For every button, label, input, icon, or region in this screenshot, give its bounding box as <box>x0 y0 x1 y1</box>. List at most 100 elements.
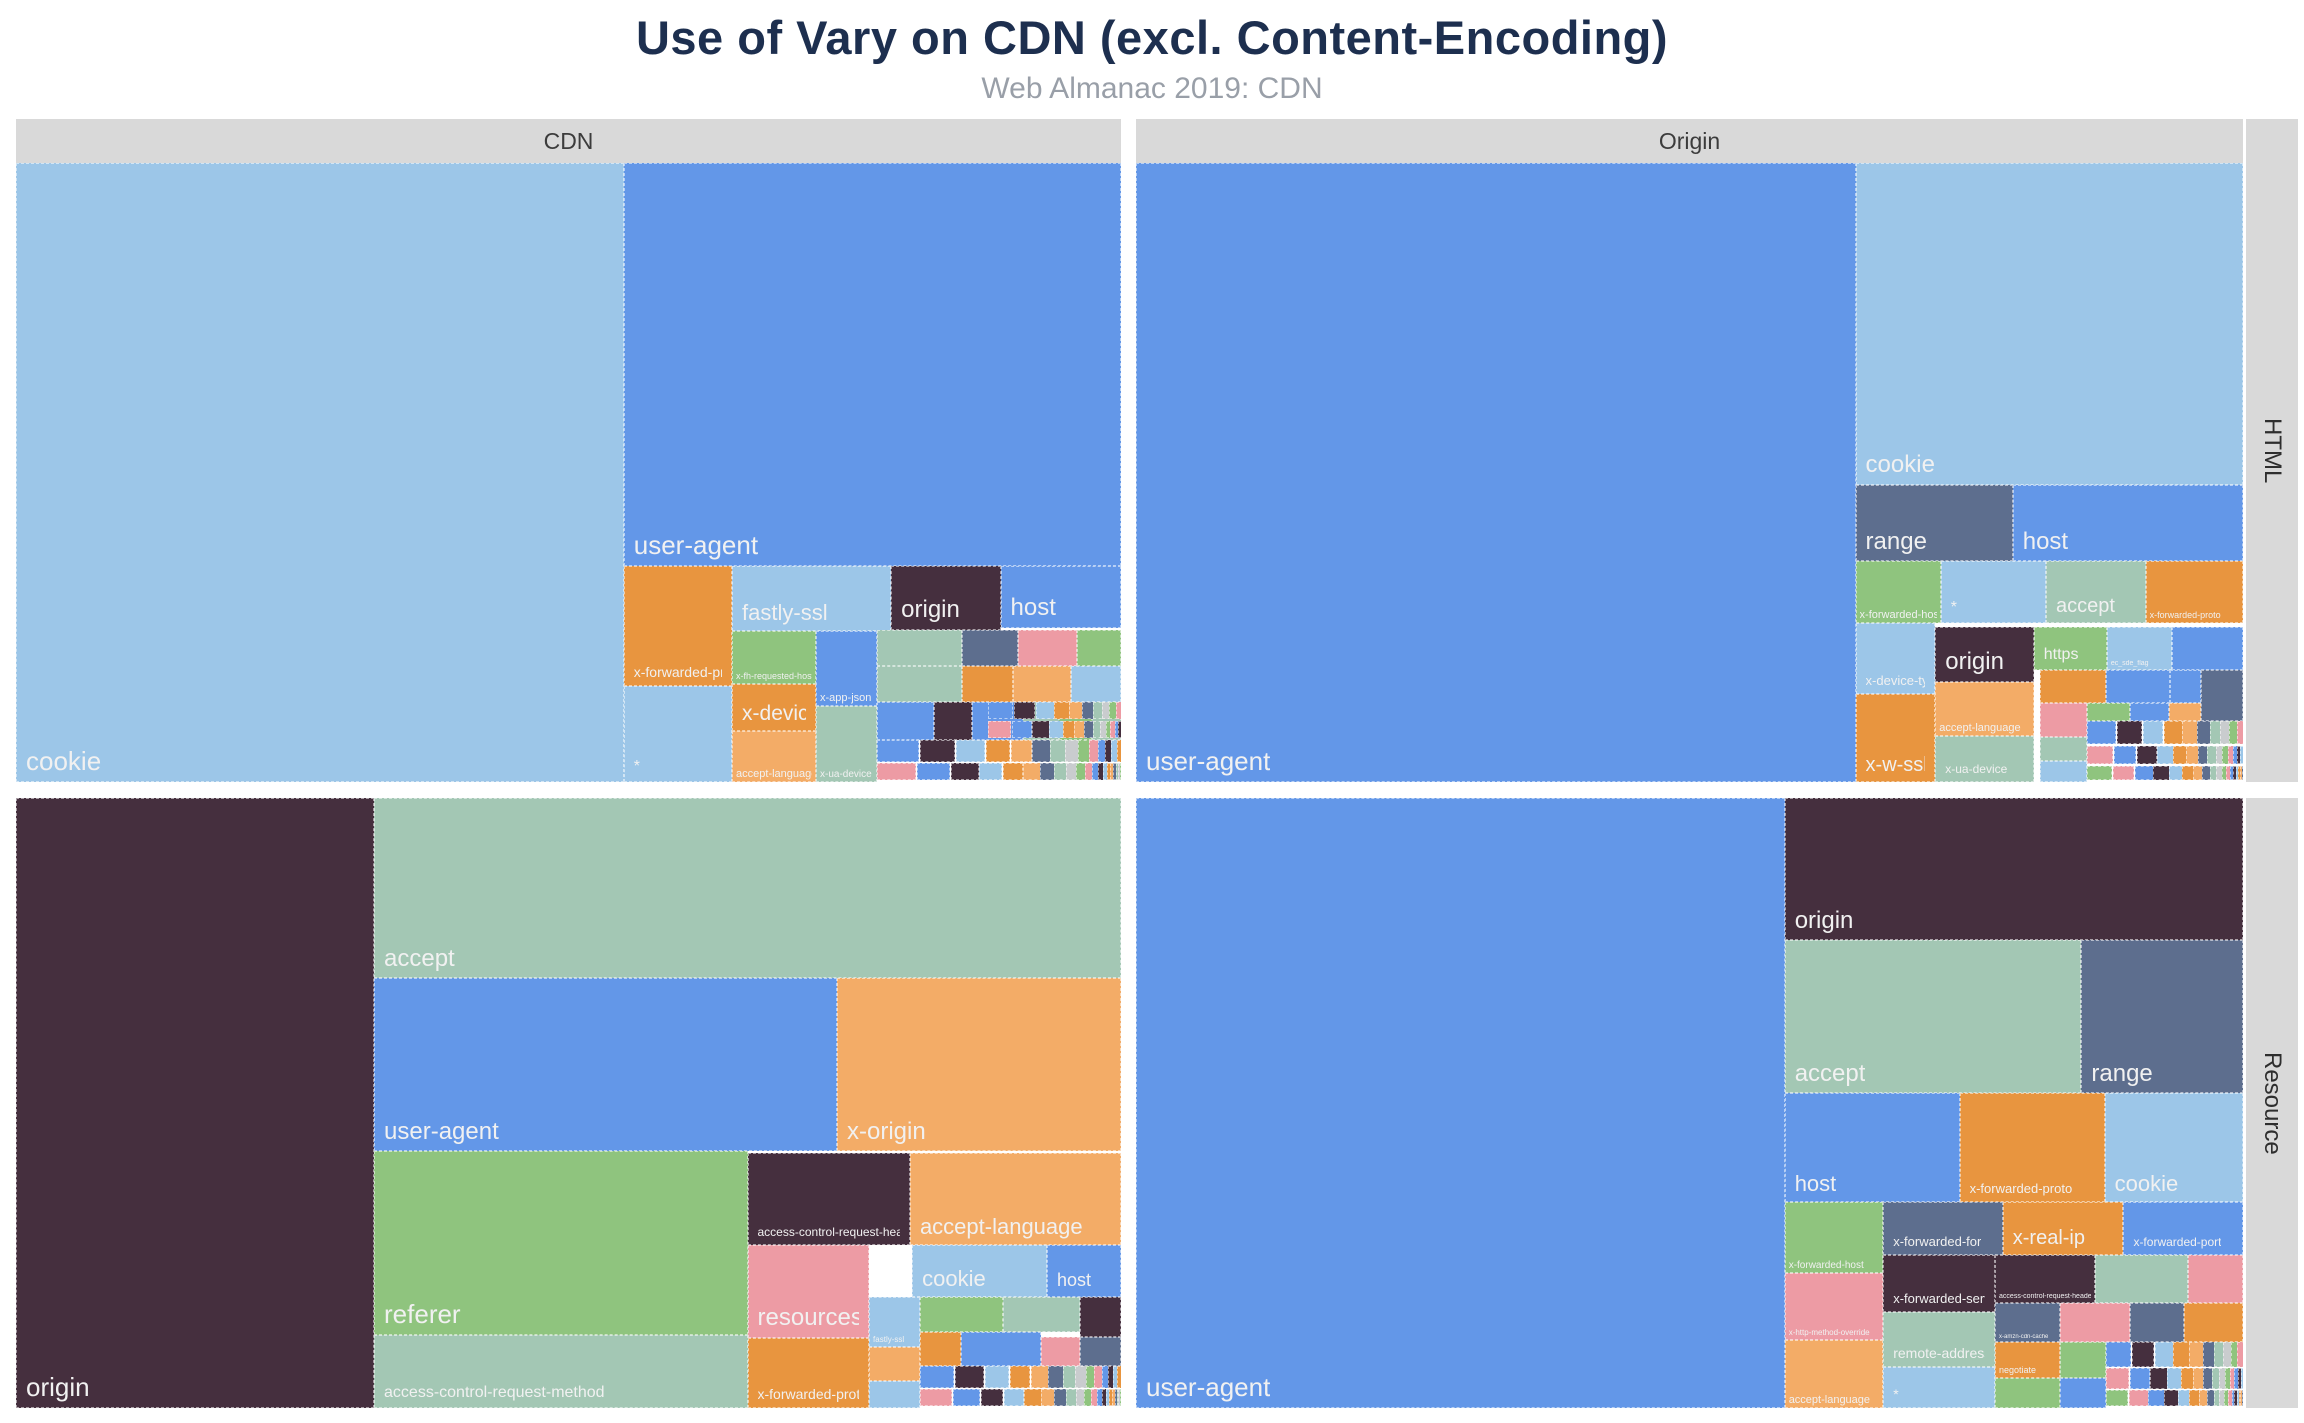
treemap-cell-label: x-forwarded-server <box>1893 1291 1985 1306</box>
treemap-cell-label: user-agent <box>1146 747 1271 776</box>
treemap-cell <box>1050 739 1071 762</box>
treemap-cell <box>919 1389 953 1407</box>
treemap-cell-fastly-ssl: fastly-ssl <box>732 565 892 631</box>
treemap-cell-label: user-agent <box>633 531 759 560</box>
treemap-cell <box>2154 1342 2175 1367</box>
treemap-cell-label: fastly-ssl <box>873 1336 905 1345</box>
treemap-cell <box>1995 1378 2061 1408</box>
treemap-cell <box>2105 1342 2132 1367</box>
facet-column-header-cdn: CDN <box>16 119 1121 163</box>
treemap-cell-x-amzn-cdn-cache: x-amzn-cdn-cache <box>1995 1303 2061 1343</box>
treemap-cell <box>1080 1337 1121 1366</box>
treemap-cell <box>2241 1390 2243 1407</box>
treemap-cell-origin: origin <box>16 798 375 1408</box>
treemap-cell <box>1116 739 1121 762</box>
treemap-cell-label: origin <box>1945 649 2004 676</box>
treemap-cell <box>2060 1303 2131 1343</box>
treemap-cell-origin: origin <box>1784 798 2243 941</box>
treemap-cell <box>953 1389 981 1407</box>
treemap-cell-resources: resources <box>747 1245 870 1338</box>
treemap-cell <box>1119 763 1121 781</box>
treemap-cell-cookie: cookie <box>16 163 624 782</box>
treemap-cell <box>2086 765 2113 781</box>
treemap-cell-origin: origin <box>891 565 1001 630</box>
treemap-cell-accept: accept <box>2045 561 2146 623</box>
treemap-cell-x-app-json: x-app-json <box>816 630 877 707</box>
treemap-cell <box>1035 701 1056 720</box>
treemap-cell <box>2134 765 2155 781</box>
treemap-cell <box>2040 703 2087 737</box>
treemap-cell-origin: origin <box>1935 626 2034 682</box>
treemap-cell-https: https <box>2033 626 2107 670</box>
treemap-cell-label: x-forwarded-proto <box>1969 1181 2073 1196</box>
treemap-cell-accept-language: accept-language <box>1784 1339 1884 1408</box>
treemap-cell <box>1011 739 1032 762</box>
treemap-cell <box>1002 1296 1081 1332</box>
treemap-cell <box>2086 721 2117 745</box>
treemap-cell <box>2040 736 2087 761</box>
treemap-cell <box>2236 745 2243 765</box>
treemap-cell <box>2128 1390 2149 1407</box>
treemap-cell <box>2060 1378 2106 1408</box>
treemap-cell <box>2240 765 2243 781</box>
treemap-cell-x-forwarded-proto: x-forwarded-proto <box>1959 1093 2105 1202</box>
treemap-cell-label: x-forwarded-proto <box>757 1386 860 1402</box>
treemap-cell-label: x-ua-device <box>1945 762 2008 776</box>
treemap-cell-host: host <box>1784 1093 1960 1202</box>
treemap-cell <box>1076 629 1121 666</box>
treemap-cell <box>1111 739 1121 762</box>
treemap-cell <box>2142 721 2164 745</box>
quadrant-origin-html: user-agent cookie range host x-forwarded-hos… <box>1136 163 2243 782</box>
treemap-cell <box>1080 1296 1121 1338</box>
treemap-cell <box>2156 745 2177 765</box>
treemap-cell-x-forwarded-proto: x-forwarded-proto <box>2145 561 2243 623</box>
treemap-cell-label: accept <box>1794 1060 1866 1087</box>
treemap-cell-cookie: cookie <box>2104 1093 2243 1202</box>
treemap-cell <box>2241 765 2243 781</box>
treemap-cell-label: x-forwarded-proto <box>633 664 722 680</box>
treemap-cell <box>919 1365 955 1388</box>
treemap-cell-label: https <box>2043 646 2079 664</box>
treemap-cell <box>1109 701 1121 720</box>
treemap-cell-x-ua-device: x-ua-device <box>1935 736 2034 782</box>
treemap-cell <box>876 739 919 762</box>
treemap-cell <box>876 629 962 666</box>
treemap-cell <box>876 763 917 781</box>
treemap-cell <box>2105 1390 2128 1407</box>
facet-row-label: HTML <box>2259 417 2286 484</box>
treemap-cell-accept-language: accept-language <box>1935 681 2034 737</box>
treemap-cell-*: * <box>623 686 733 782</box>
facet-row-strip-html: HTML <box>2246 119 2298 782</box>
treemap-cell <box>2147 1390 2168 1407</box>
treemap-cell <box>2237 1342 2243 1367</box>
treemap-cell-label: accept <box>2055 594 2115 617</box>
treemap-cell <box>1023 763 1044 781</box>
treemap-cell-*: * <box>1883 1367 1996 1408</box>
treemap-cell <box>2149 1368 2170 1389</box>
treemap-cell <box>988 701 1014 720</box>
facet-row-label: Resource <box>2259 1051 2286 1155</box>
treemap-cell <box>934 701 972 740</box>
treemap-cell <box>1018 629 1077 666</box>
treemap-cell <box>1118 1389 1121 1407</box>
treemap-cell <box>2086 745 2114 765</box>
treemap-cell <box>2060 1342 2106 1379</box>
treemap-cell-label: accept-language <box>1939 722 2021 735</box>
chart-title: Use of Vary on CDN (excl. Content-Encodi… <box>635 11 1669 64</box>
treemap-cell <box>2236 721 2243 745</box>
treemap-cell-x-device: x-device <box>732 684 816 732</box>
treemap-cell <box>960 1331 1042 1366</box>
treemap-cell <box>919 1331 961 1366</box>
treemap-cell <box>1118 720 1121 739</box>
treemap-cell <box>1112 1365 1121 1388</box>
treemap-cell <box>2130 703 2169 722</box>
treemap-cell <box>985 739 1011 762</box>
treemap-cell <box>2040 760 2087 782</box>
treemap-cell-label: accept-language <box>1788 1393 1871 1406</box>
treemap-cell-label: host <box>1010 595 1056 622</box>
facet-row-strip-resource: Resource <box>2246 798 2298 1408</box>
treemap-cell-label: x-origin <box>847 1118 926 1145</box>
treemap-cell <box>984 1365 1009 1388</box>
quadrant-cdn-resource: origin accept user-agent x-origin referer acc… <box>16 798 1121 1408</box>
treemap-cell-label: cookie <box>1865 452 1935 479</box>
